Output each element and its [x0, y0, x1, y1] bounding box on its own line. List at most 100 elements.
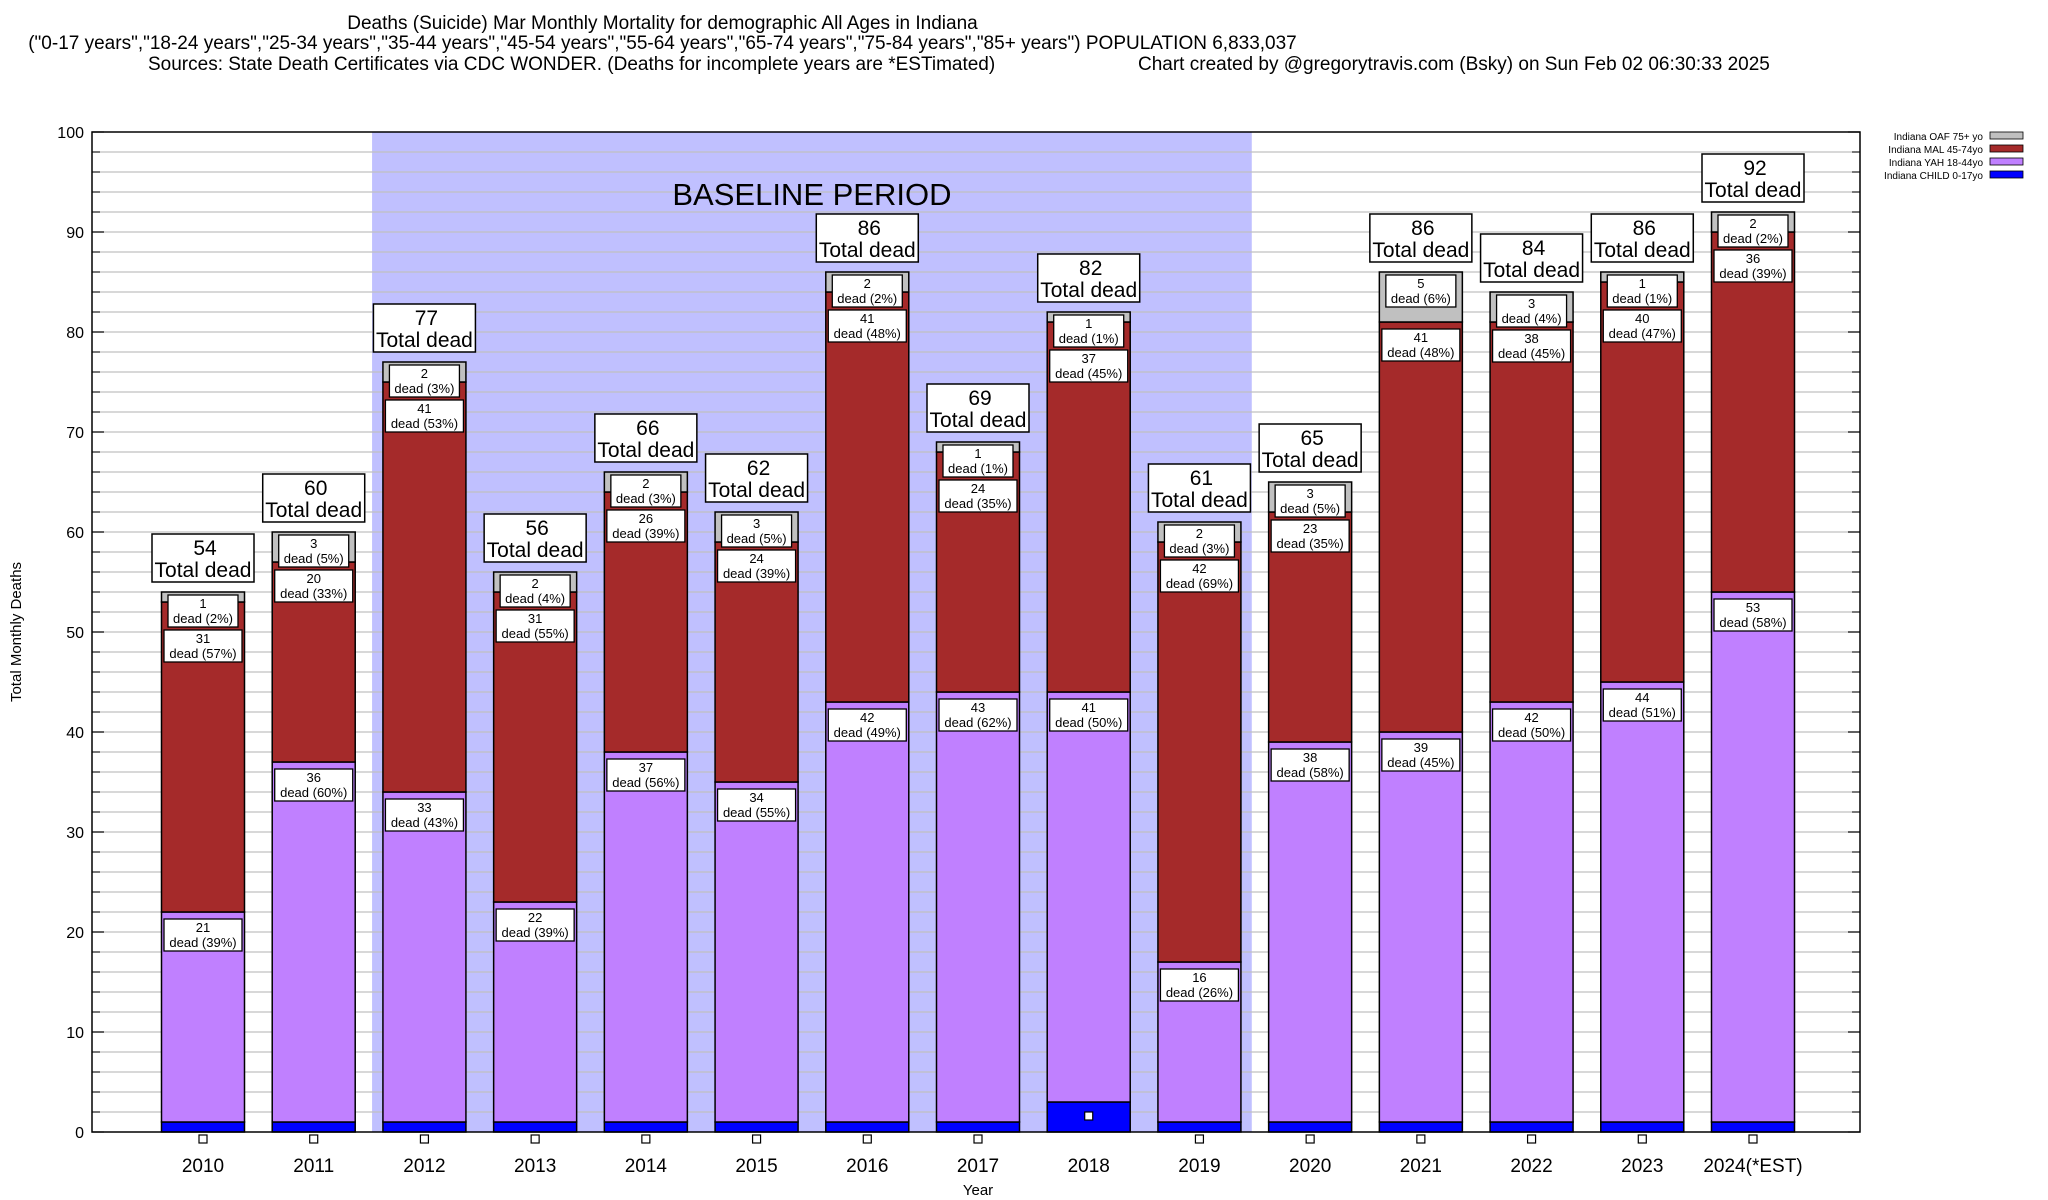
total-label-box — [1147, 463, 1252, 513]
segment-value-label: 24 — [749, 551, 763, 566]
segment-label-box — [274, 768, 354, 802]
bar-segment — [382, 381, 467, 793]
segment-value-label: 42 — [1192, 561, 1206, 576]
segment-label-box — [1381, 738, 1461, 772]
segment-label-box — [716, 549, 797, 583]
child-label-marker — [862, 1134, 872, 1144]
bar-segment — [1378, 321, 1464, 733]
segment-value-label: 2 — [1196, 526, 1203, 541]
segment-pct-label: dead (53%) — [391, 416, 458, 431]
segment-pct-label: dead (39%) — [612, 526, 679, 541]
bar-segment — [1710, 231, 1796, 593]
bar-segment — [1600, 281, 1685, 683]
segment-pct-label: dead (3%) — [1169, 541, 1229, 556]
total-text-label: Total dead — [1151, 489, 1248, 512]
segment-pct-label: dead (58%) — [1277, 765, 1344, 780]
segment-value-label: 26 — [639, 511, 653, 526]
x-axis-label: Year — [963, 1182, 993, 1199]
total-text-label: Total dead — [1040, 279, 1137, 302]
segment-label-box — [827, 309, 907, 343]
segment-pct-label: dead (39%) — [1719, 266, 1786, 281]
child-label-marker — [1637, 1134, 1647, 1144]
total-label-box — [815, 213, 920, 263]
bar-segment — [1600, 681, 1685, 1123]
bar-segment — [603, 751, 689, 1123]
segment-pct-label: dead (5%) — [284, 551, 344, 566]
bar-segment — [1489, 1121, 1574, 1133]
bar-segment — [1600, 1121, 1685, 1133]
chart-title: Deaths (Suicide) Mar Monthly Mortality f… — [347, 13, 978, 34]
bar-segment — [714, 1121, 799, 1133]
child-label-marker — [1194, 1134, 1205, 1144]
segment-label-box — [1274, 484, 1346, 518]
total-label-box — [926, 383, 1030, 433]
total-label-box — [1369, 213, 1473, 263]
segment-value-label: 42 — [1524, 710, 1538, 725]
segment-value-label: 40 — [1635, 311, 1649, 326]
segment-value-label: 2 — [532, 576, 539, 591]
total-value-label: 65 — [1300, 427, 1323, 450]
x-tick-label: 2023 — [1621, 1156, 1663, 1177]
segment-value-label: 41 — [1414, 330, 1428, 345]
segment-pct-label: dead (5%) — [727, 531, 787, 546]
total-label-box — [151, 533, 255, 583]
legend-label: Indiana YAH 18-44yo — [1889, 158, 1984, 169]
segment-value-label: 5 — [1417, 276, 1424, 291]
segment-value-label: 36 — [1746, 251, 1760, 266]
segment-value-label: 36 — [306, 770, 320, 785]
total-label-box — [1036, 253, 1141, 303]
total-value-label: 86 — [1411, 217, 1434, 240]
baseline-period-label: BASELINE PERIOD — [672, 177, 951, 212]
segment-pct-label: dead (58%) — [1719, 615, 1786, 630]
segment-pct-label: dead (35%) — [944, 496, 1011, 511]
segment-pct-label: dead (33%) — [280, 586, 347, 601]
x-tick-label: 2011 — [293, 1156, 334, 1177]
segment-label-box — [499, 574, 571, 608]
segment-label-box — [606, 758, 686, 792]
total-value-label: 56 — [525, 517, 548, 540]
segment-value-label: 22 — [528, 910, 542, 925]
y-tick-label: 20 — [66, 925, 84, 942]
segment-pct-label: dead (4%) — [1502, 311, 1562, 326]
bar-segment — [271, 1121, 356, 1133]
segment-label-box — [388, 364, 461, 398]
bar-segment — [1489, 321, 1574, 703]
legend-label: Indiana CHILD 0-17yo — [1884, 171, 1983, 182]
segment-label-box — [163, 629, 243, 663]
bar-segment — [1378, 731, 1464, 1123]
segment-label-box — [1163, 524, 1236, 558]
bar-segment — [1046, 321, 1131, 693]
total-text-label: Total dead — [819, 239, 916, 262]
x-tick-label: 2015 — [735, 1156, 777, 1177]
segment-value-label: 37 — [1081, 351, 1095, 366]
segment-value-label: 3 — [1307, 486, 1314, 501]
segment-label-box — [1049, 349, 1129, 383]
segment-value-label: 2 — [421, 366, 428, 381]
segment-label-box — [1602, 688, 1682, 722]
child-label-marker — [419, 1134, 430, 1144]
total-text-label: Total dead — [1483, 259, 1580, 282]
legend-swatch — [1989, 144, 2024, 153]
segment-value-label: 3 — [753, 516, 760, 531]
total-label-box — [1590, 213, 1695, 263]
total-text-label: Total dead — [487, 539, 584, 562]
bar-segment — [1267, 1121, 1353, 1133]
segment-label-box — [167, 594, 239, 628]
segment-label-box — [495, 609, 575, 643]
segment-value-label: 21 — [196, 920, 210, 935]
segment-pct-label: dead (6%) — [1391, 291, 1451, 306]
segment-pct-label: dead (45%) — [1498, 346, 1565, 361]
segment-pct-label: dead (39%) — [502, 925, 569, 940]
segment-value-label: 41 — [1081, 700, 1095, 715]
x-tick-label: 2010 — [182, 1156, 224, 1177]
segment-label-box — [606, 509, 686, 543]
